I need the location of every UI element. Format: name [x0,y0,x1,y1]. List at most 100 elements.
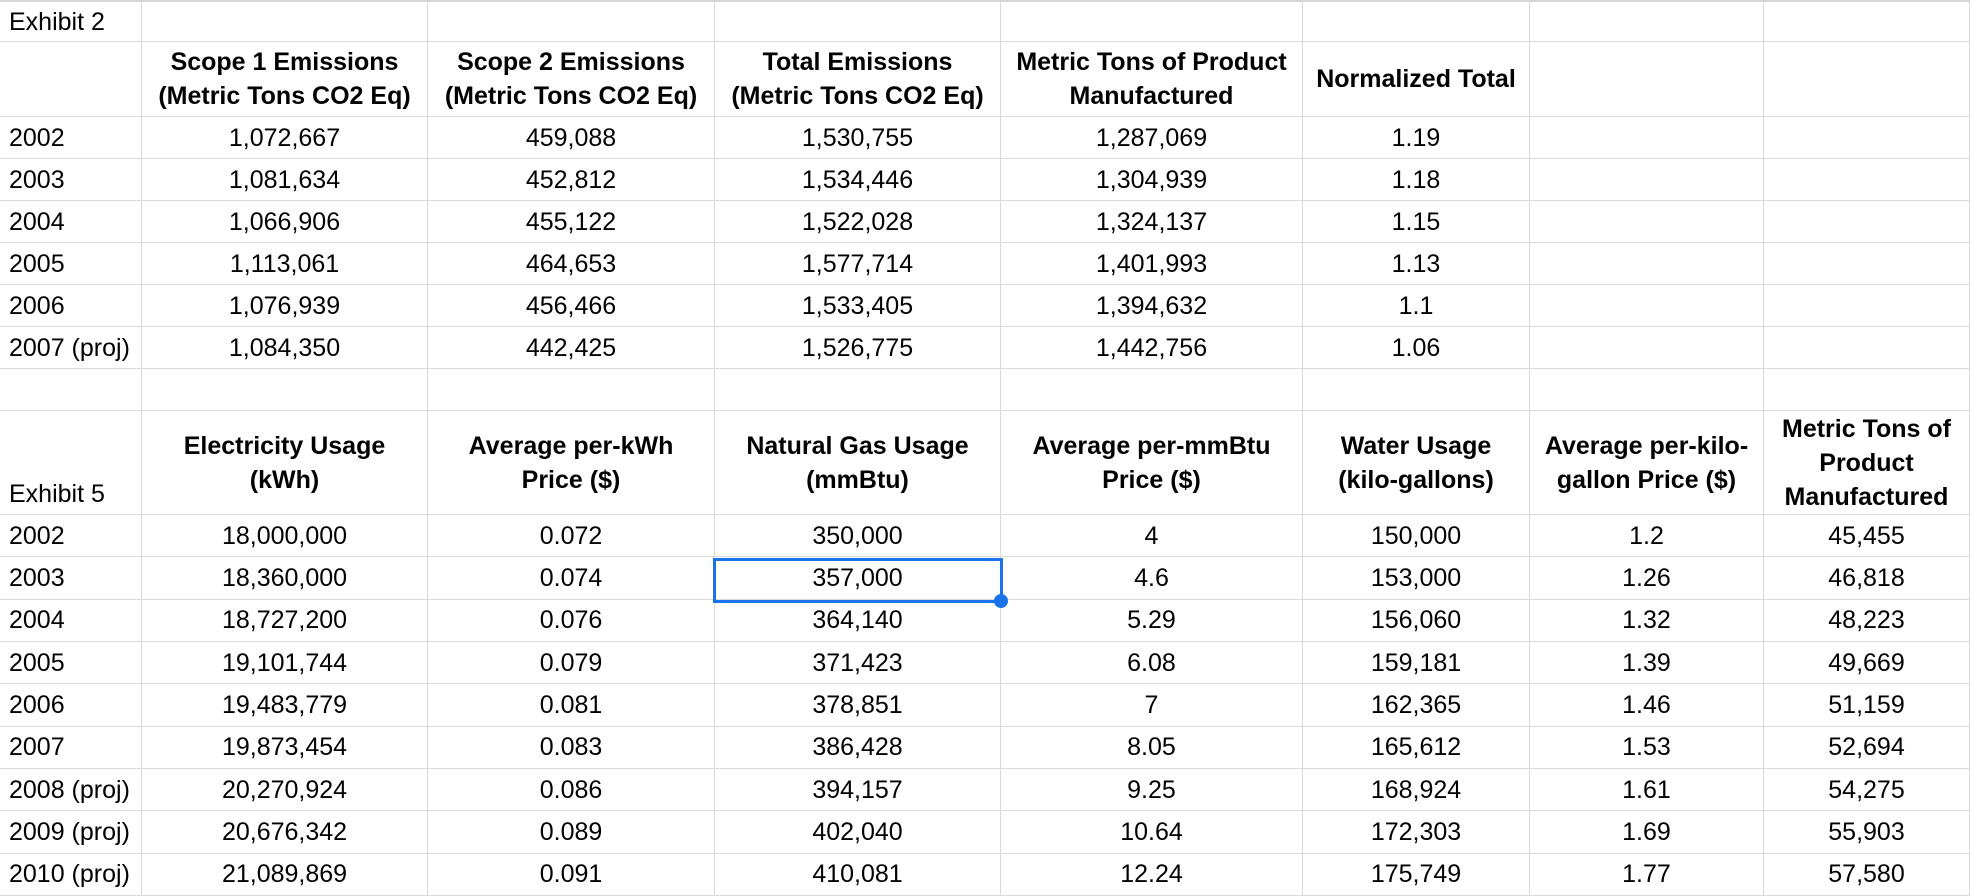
row-label[interactable]: 2003 [0,159,142,201]
value-cell[interactable]: 402,040 [715,811,1001,854]
empty-cell[interactable] [1001,369,1303,411]
empty-cell[interactable] [715,2,1001,42]
value-cell[interactable]: 464,653 [428,243,715,285]
row-label[interactable]: 2002 [0,515,142,558]
empty-cell[interactable] [1530,2,1764,42]
empty-cell[interactable] [1530,285,1764,327]
value-cell[interactable]: 18,000,000 [142,515,428,558]
column-header[interactable]: Metric Tons of Product Manufactured [1001,42,1303,117]
value-cell[interactable]: 1.32 [1530,599,1764,642]
value-cell[interactable]: 1,522,028 [715,201,1001,243]
empty-cell[interactable] [715,369,1001,411]
column-header[interactable]: Water Usage (kilo-gallons) [1303,411,1530,515]
value-cell[interactable]: 1,076,939 [142,285,428,327]
value-cell[interactable]: 19,101,744 [142,641,428,685]
value-cell[interactable]: 1.18 [1303,159,1530,201]
row-label[interactable]: 2010 (proj) [0,853,142,896]
value-cell[interactable]: 1,072,667 [142,117,428,159]
empty-cell[interactable] [1530,201,1764,243]
value-cell[interactable]: 1.61 [1530,768,1764,812]
column-header[interactable]: Natural Gas Usage (mmBtu) [715,411,1001,515]
empty-cell[interactable] [1764,243,1970,285]
value-cell[interactable]: 386,428 [715,726,1001,769]
section-label-exhibit-5[interactable]: Exhibit 5 [0,411,142,515]
empty-cell[interactable] [1530,159,1764,201]
value-cell[interactable]: 9.25 [1001,768,1303,812]
value-cell[interactable]: 394,157 [715,768,1001,812]
value-cell[interactable]: 1,394,632 [1001,285,1303,327]
column-header[interactable]: Scope 1 Emissions (Metric Tons CO2 Eq) [142,42,428,117]
value-cell[interactable]: 52,694 [1764,726,1970,769]
value-cell[interactable]: 10.64 [1001,811,1303,854]
value-cell[interactable]: 165,612 [1303,726,1530,769]
column-header[interactable]: Electricity Usage (kWh) [142,411,428,515]
value-cell[interactable]: 168,924 [1303,768,1530,812]
value-cell[interactable]: 54,275 [1764,768,1970,812]
value-cell[interactable]: 4.6 [1001,557,1303,600]
value-cell[interactable]: 4 [1001,515,1303,558]
value-cell[interactable]: 45,455 [1764,515,1970,558]
row-label[interactable]: 2009 (proj) [0,811,142,854]
empty-cell[interactable] [1764,201,1970,243]
value-cell[interactable]: 1,442,756 [1001,327,1303,369]
value-cell[interactable]: 0.076 [428,599,715,642]
row-label[interactable]: 2002 [0,117,142,159]
empty-cell[interactable] [1764,2,1970,42]
value-cell[interactable]: 1.19 [1303,117,1530,159]
value-cell[interactable]: 0.089 [428,811,715,854]
value-cell[interactable]: 1,401,993 [1001,243,1303,285]
value-cell[interactable]: 20,270,924 [142,768,428,812]
column-header[interactable]: Average per-mmBtu Price ($) [1001,411,1303,515]
empty-cell[interactable] [1764,42,1970,117]
column-header[interactable]: Average per-kWh Price ($) [428,411,715,515]
value-cell[interactable]: 1.1 [1303,285,1530,327]
value-cell[interactable]: 156,060 [1303,599,1530,642]
column-header[interactable]: Total Emissions (Metric Tons CO2 Eq) [715,42,1001,117]
column-header[interactable]: Normalized Total [1303,42,1530,117]
value-cell[interactable]: 1.06 [1303,327,1530,369]
value-cell[interactable]: 8.05 [1001,726,1303,769]
row-label[interactable]: 2007 [0,726,142,769]
value-cell[interactable]: 1,534,446 [715,159,1001,201]
row-label[interactable]: 2006 [0,684,142,727]
value-cell[interactable]: 7 [1001,684,1303,727]
value-cell[interactable]: 378,851 [715,684,1001,727]
value-cell[interactable]: 1,066,906 [142,201,428,243]
value-cell[interactable]: 19,873,454 [142,726,428,769]
value-cell[interactable]: 364,140 [715,599,1001,642]
row-label[interactable]: 2006 [0,285,142,327]
value-cell[interactable]: 1.15 [1303,201,1530,243]
value-cell[interactable]: 19,483,779 [142,684,428,727]
value-cell[interactable]: 159,181 [1303,641,1530,685]
row-label[interactable]: 2005 [0,243,142,285]
value-cell[interactable]: 6.08 [1001,641,1303,685]
value-cell[interactable]: 1,304,939 [1001,159,1303,201]
value-cell[interactable]: 1.2 [1530,515,1764,558]
column-header[interactable]: Average per-kilo- gallon Price ($) [1530,411,1764,515]
value-cell[interactable]: 1.46 [1530,684,1764,727]
value-cell[interactable]: 0.083 [428,726,715,769]
empty-cell[interactable] [428,369,715,411]
section-label-exhibit-2[interactable]: Exhibit 2 [0,2,142,42]
empty-cell[interactable] [1530,117,1764,159]
row-label[interactable]: 2007 (proj) [0,327,142,369]
value-cell[interactable]: 1,084,350 [142,327,428,369]
value-cell[interactable]: 5.29 [1001,599,1303,642]
value-cell[interactable]: 0.072 [428,515,715,558]
empty-cell[interactable] [1530,327,1764,369]
empty-cell[interactable] [1764,117,1970,159]
value-cell[interactable]: 1,533,405 [715,285,1001,327]
value-cell[interactable]: 1.69 [1530,811,1764,854]
row-label[interactable]: 2004 [0,201,142,243]
value-cell[interactable]: 0.081 [428,684,715,727]
empty-cell[interactable] [428,2,715,42]
empty-cell[interactable] [1001,2,1303,42]
empty-cell[interactable] [1764,327,1970,369]
empty-cell[interactable] [1764,285,1970,327]
empty-cell[interactable] [1764,159,1970,201]
value-cell[interactable]: 1.39 [1530,641,1764,685]
empty-cell[interactable] [1764,369,1970,411]
row-label[interactable]: 2005 [0,641,142,685]
value-cell[interactable]: 442,425 [428,327,715,369]
value-cell[interactable]: 455,122 [428,201,715,243]
